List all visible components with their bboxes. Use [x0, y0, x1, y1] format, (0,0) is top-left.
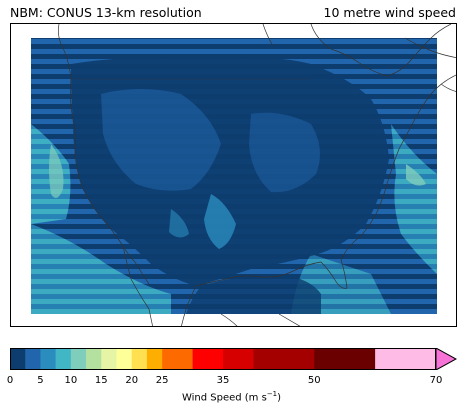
colorbar-segment: [131, 348, 148, 370]
colorbar-segment: [146, 348, 163, 370]
colorbar-tick-label: 25: [155, 375, 169, 386]
colorbar-tick-label: 5: [37, 375, 44, 386]
colorbar-segment: [10, 348, 26, 370]
coastlines: [57, 24, 456, 326]
colorbar-segment: [162, 348, 193, 370]
colorbar-segment: [192, 348, 224, 370]
colorbar-segments: [10, 348, 437, 370]
colorbar-label-text: Wind Speed (m s: [181, 392, 267, 404]
colorbar-label-suffix: ): [277, 392, 282, 404]
colorbar-segment: [25, 348, 41, 370]
wind-field: [31, 38, 437, 314]
colorbar-segment: [86, 348, 102, 370]
colorbar-segment: [116, 348, 133, 370]
colorbar-tick-label: 50: [307, 375, 321, 386]
variable-title: 10 metre wind speed: [323, 5, 456, 20]
colorbar-label: Wind Speed (m s−1): [0, 390, 463, 403]
colorbar-segment: [223, 348, 254, 370]
map-canvas: [31, 24, 456, 326]
colorbar-segment: [314, 348, 376, 370]
colorbar-segment: [70, 348, 87, 370]
colorbar-tick-label: 20: [125, 375, 139, 386]
colorbar: [10, 348, 457, 370]
map-title: NBM: CONUS 13-km resolution: [10, 5, 202, 20]
colorbar-segment: [253, 348, 315, 370]
colorbar-outline: [10, 348, 436, 370]
colorbar-tick-label: 35: [216, 375, 230, 386]
colorbar-tick-label: 10: [64, 375, 78, 386]
colorbar-extend-arrow: [435, 348, 457, 370]
colorbar-segment: [375, 348, 437, 370]
colorbar-tick-label: 15: [94, 375, 108, 386]
colorbar-tick-label: 70: [429, 375, 443, 386]
colorbar-tick-label: 0: [6, 375, 14, 386]
colorbar-label-exponent: −1: [266, 390, 278, 398]
colorbar-segment: [40, 348, 56, 370]
colorbar-segment: [55, 348, 72, 370]
colorbar-segment: [101, 348, 117, 370]
map-panel[interactable]: [10, 23, 457, 327]
